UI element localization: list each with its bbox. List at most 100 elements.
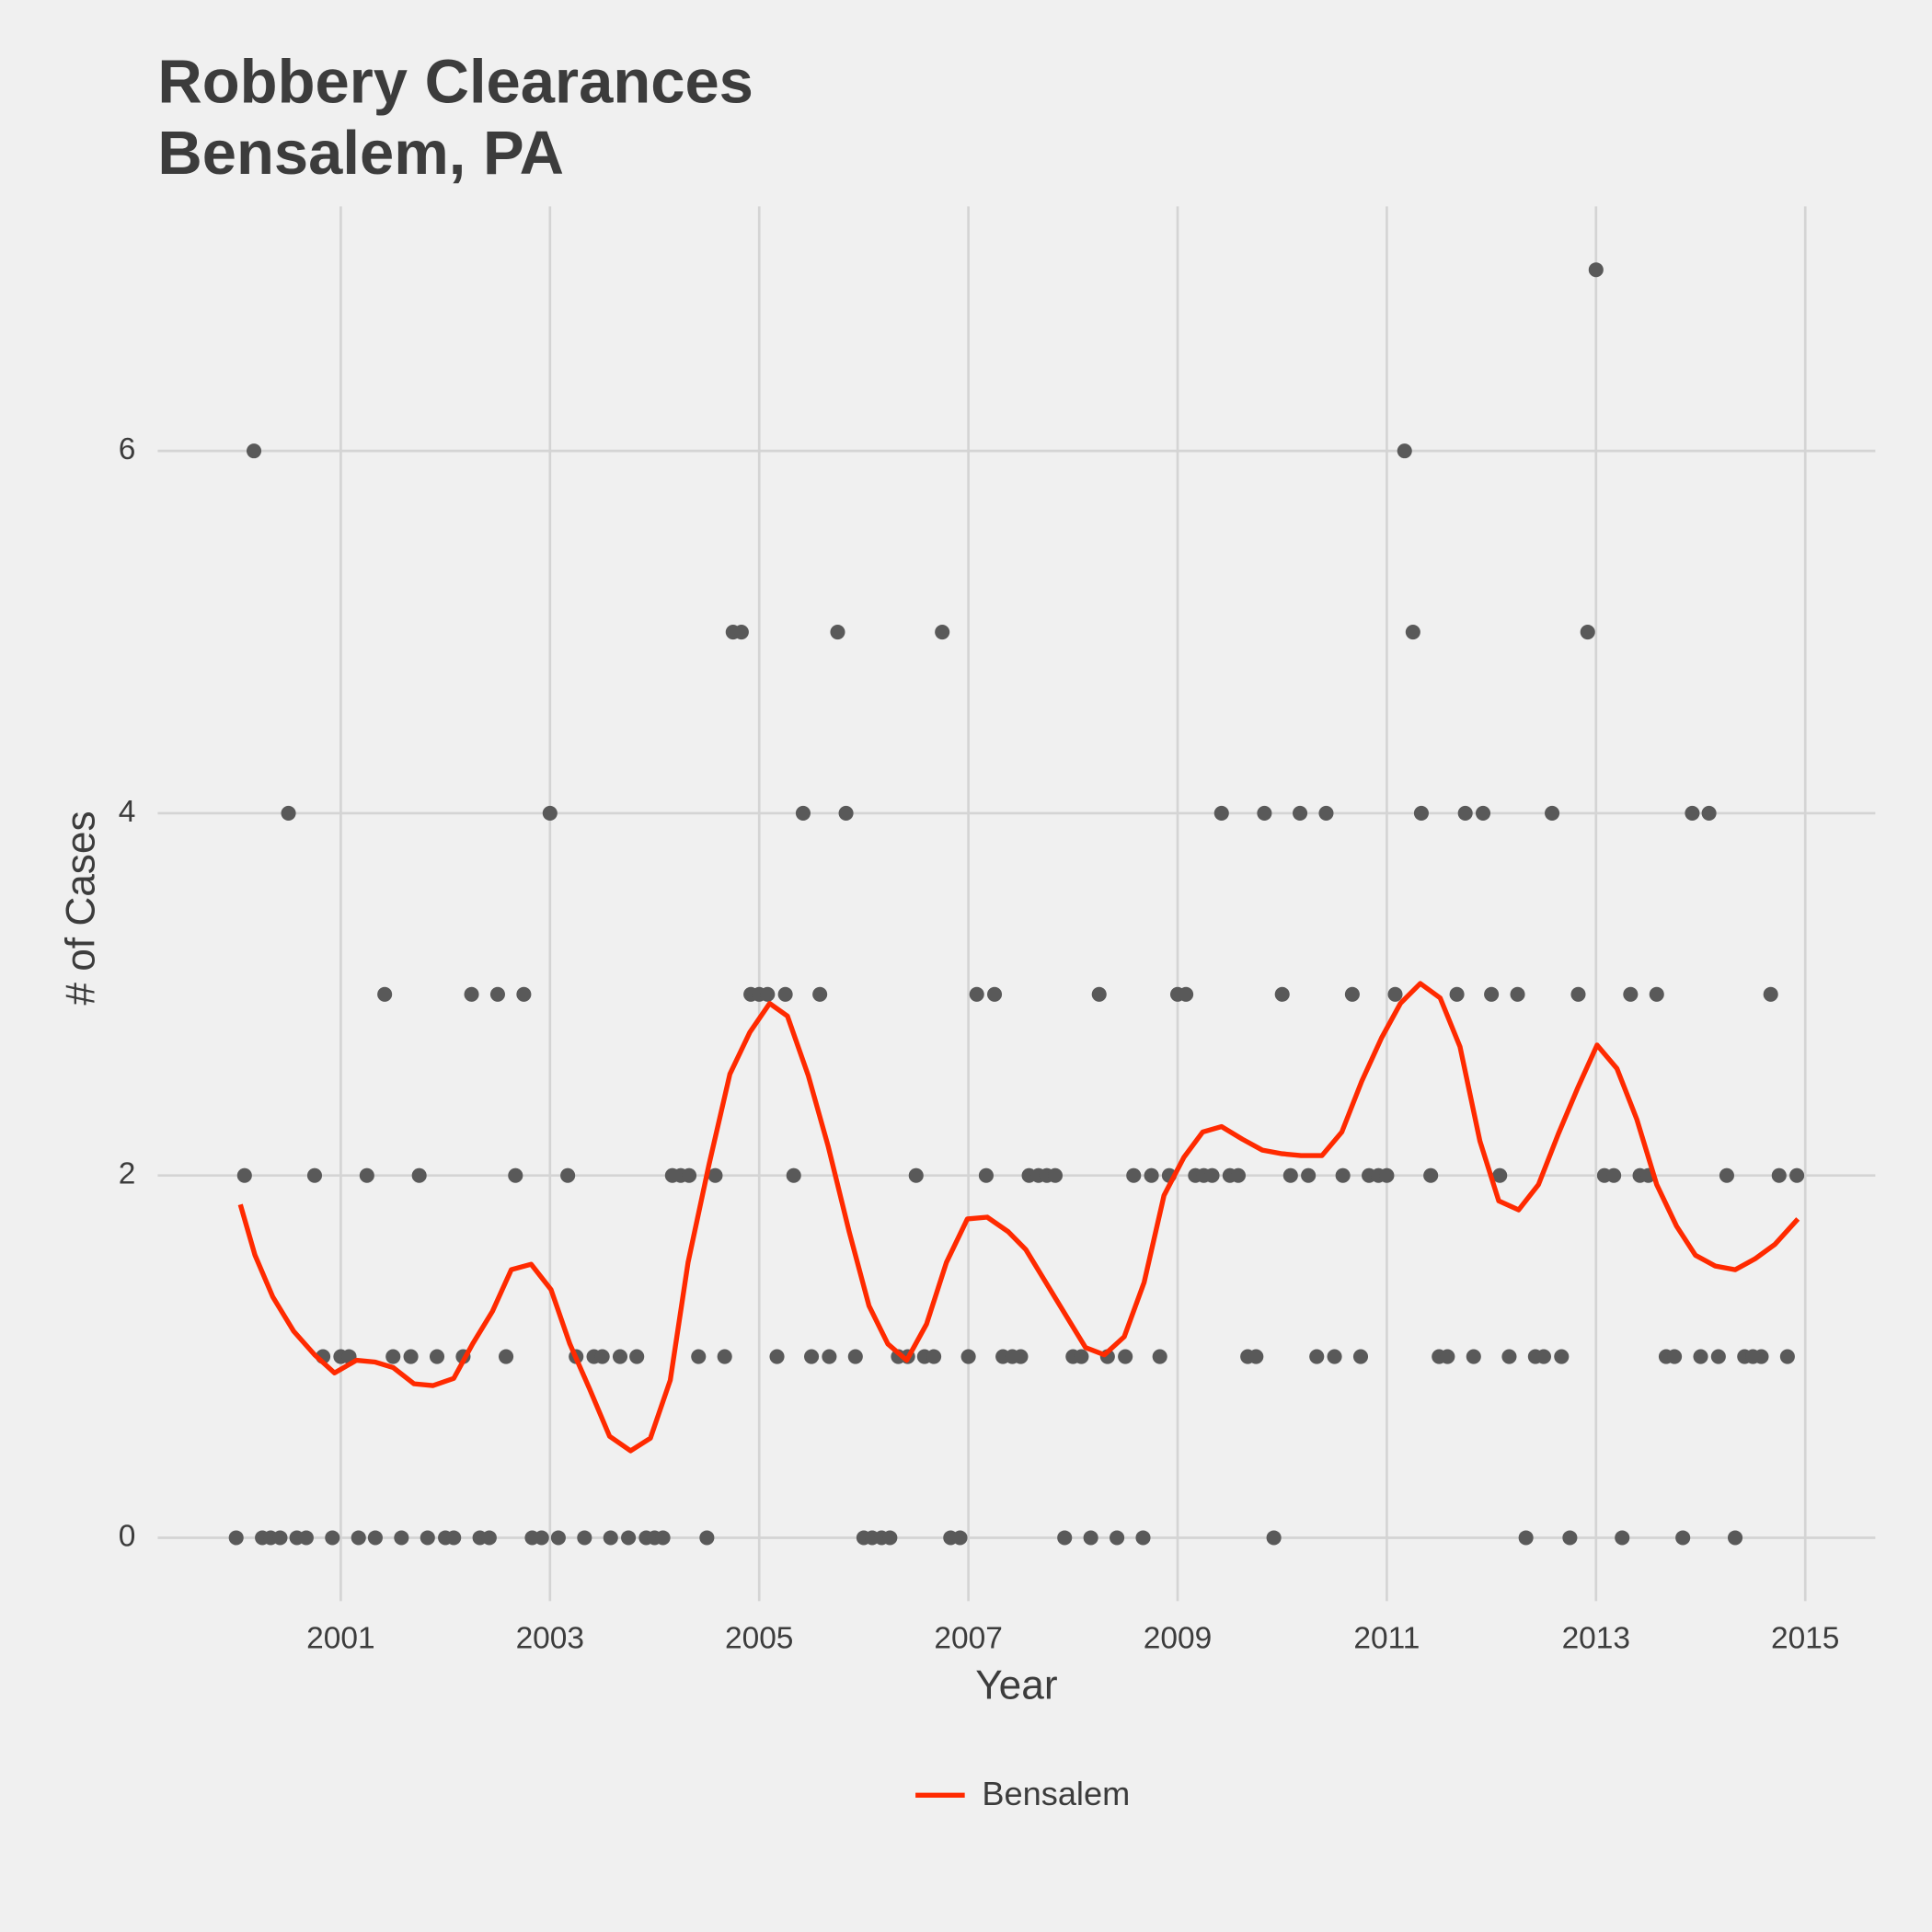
point (612, 1349, 628, 1364)
point (1779, 1349, 1795, 1364)
point (978, 1167, 994, 1183)
point (228, 1530, 244, 1546)
point (1675, 1530, 1691, 1546)
point (655, 1530, 671, 1546)
x-tick-label: 2007 (934, 1621, 1002, 1655)
point (1771, 1167, 1787, 1183)
x-tick-label: 2013 (1562, 1621, 1630, 1655)
point (550, 1530, 566, 1546)
point (1693, 1349, 1708, 1364)
y-tick-label: 2 (119, 1157, 136, 1191)
point (1144, 1167, 1159, 1183)
point (1397, 443, 1412, 459)
point (1754, 1349, 1769, 1364)
point (351, 1530, 366, 1546)
point (717, 1349, 732, 1364)
point (1248, 1349, 1264, 1364)
point (1510, 986, 1525, 1002)
point (1387, 986, 1403, 1002)
point (367, 1530, 383, 1546)
point (926, 1349, 942, 1364)
point (1440, 1349, 1455, 1364)
point (1535, 1349, 1551, 1364)
point (1457, 805, 1473, 821)
point (377, 986, 393, 1002)
trend-line (237, 981, 1800, 1454)
point (1126, 1167, 1142, 1183)
point (1074, 1349, 1089, 1364)
point (534, 1530, 549, 1546)
x-tick-label: 2001 (306, 1621, 374, 1655)
point (1685, 805, 1700, 821)
point (446, 1530, 462, 1546)
point (847, 1349, 863, 1364)
x-tick-label: 2009 (1144, 1621, 1212, 1655)
point (1554, 1349, 1570, 1364)
point (603, 1530, 618, 1546)
y-tick-label: 0 (119, 1519, 136, 1553)
point (325, 1530, 340, 1546)
point (1580, 624, 1595, 640)
point (1352, 1349, 1369, 1364)
point (1492, 1167, 1508, 1183)
point (1405, 624, 1420, 640)
point (464, 986, 479, 1002)
y-tick-label: 6 (119, 432, 136, 466)
point (812, 986, 828, 1002)
point (691, 1349, 707, 1364)
point (1423, 1167, 1439, 1183)
point (1570, 986, 1586, 1002)
point (969, 986, 984, 1002)
point (359, 1167, 374, 1183)
point (1545, 805, 1560, 821)
x-axis-title: Year (975, 1662, 1057, 1708)
point (499, 1349, 514, 1364)
point (822, 1349, 837, 1364)
point (681, 1167, 697, 1183)
point (1623, 986, 1639, 1002)
point (1274, 986, 1290, 1002)
point (411, 1167, 427, 1183)
point (786, 1167, 801, 1183)
point (1282, 1167, 1298, 1183)
point (1344, 986, 1360, 1002)
point (1466, 1349, 1481, 1364)
x-tick-label: 2015 (1771, 1621, 1839, 1655)
point (1135, 1530, 1151, 1546)
point (1293, 805, 1308, 821)
point (1727, 1530, 1743, 1546)
point (1091, 986, 1107, 1002)
point (1179, 986, 1194, 1002)
point (882, 1530, 898, 1546)
x-tick-label: 2003 (516, 1621, 584, 1655)
legend: Bensalem (915, 1775, 1130, 1812)
chart-title: Robbery Clearances (157, 47, 753, 116)
point (246, 443, 262, 459)
point (481, 1530, 497, 1546)
point (1667, 1349, 1683, 1364)
point (1318, 805, 1334, 821)
point (733, 624, 749, 640)
point (908, 1167, 924, 1183)
point (577, 1530, 592, 1546)
point (508, 1167, 523, 1183)
point (1413, 805, 1429, 821)
point (804, 1349, 820, 1364)
point (699, 1530, 715, 1546)
point (1327, 1349, 1342, 1364)
y-axis-title: # of Cases (59, 811, 104, 1005)
grid: 0 2 4 6 2001 2003 2005 2007 2009 2011 2013 2015 (119, 206, 1876, 1655)
point (777, 986, 793, 1002)
point (281, 805, 296, 821)
point (1118, 1349, 1133, 1364)
point (1588, 262, 1604, 278)
point (1719, 1167, 1734, 1183)
point (420, 1530, 435, 1546)
point (769, 1349, 785, 1364)
point (1501, 1349, 1517, 1364)
point (952, 1530, 968, 1546)
point (394, 1530, 409, 1546)
point (1152, 1349, 1167, 1364)
